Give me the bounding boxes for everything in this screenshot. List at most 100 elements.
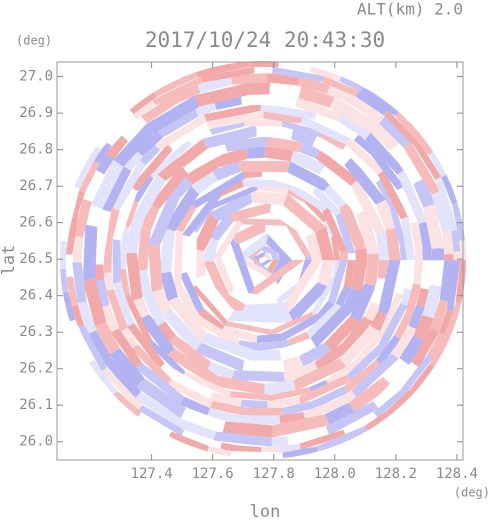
echo-cell <box>262 169 317 193</box>
chart-title: 2017/10/24 20:43:30 <box>145 28 385 52</box>
echo-cell <box>281 120 323 138</box>
echo-cell <box>250 190 288 206</box>
echo-cell <box>306 303 343 339</box>
echo-cell <box>229 451 284 459</box>
echo-cell <box>344 288 363 309</box>
echo-cell <box>347 344 385 381</box>
echo-cell <box>328 260 349 305</box>
echo-cell <box>174 229 183 286</box>
echo-cell <box>264 146 294 162</box>
echo-cell <box>363 301 381 322</box>
echo-cell <box>399 245 407 261</box>
echo-cell <box>101 367 143 411</box>
echo-cell <box>298 374 352 405</box>
echo-cell <box>351 260 368 292</box>
echo-cell <box>267 396 301 409</box>
echo-cell <box>350 179 387 235</box>
echo-cell <box>197 75 233 94</box>
echo-cell <box>451 230 461 252</box>
echo-cell <box>288 282 330 324</box>
echo-cell <box>453 251 461 261</box>
echo-cell <box>455 260 466 306</box>
echo-cell <box>180 407 226 434</box>
echo-cell <box>209 190 253 222</box>
echo-cell <box>400 353 434 395</box>
echo-cell <box>130 143 173 191</box>
echo-cell <box>228 236 255 300</box>
echo-cell <box>371 123 400 151</box>
echo-cell <box>264 380 296 395</box>
echo-cell <box>94 264 105 281</box>
echo-cell <box>136 130 163 157</box>
echo-cell <box>351 353 399 398</box>
echo-cell <box>431 191 452 232</box>
echo-cell <box>191 285 228 326</box>
echo-cell <box>260 339 291 351</box>
echo-cell <box>290 150 327 175</box>
echo-cell <box>179 272 204 314</box>
echo-cell <box>250 260 305 300</box>
echo-cell <box>430 260 445 287</box>
echo-cell <box>438 309 454 335</box>
echo-cell <box>270 202 316 237</box>
echo-cell <box>139 144 161 166</box>
echo-cell <box>271 311 316 336</box>
echo-cell <box>378 303 408 350</box>
echo-cell <box>335 286 352 308</box>
echo-cell <box>459 239 466 261</box>
echo-cell <box>234 232 269 259</box>
echo-cell <box>329 96 380 133</box>
echo-cell <box>347 253 356 261</box>
echo-cell <box>167 296 208 342</box>
echo-cell <box>397 169 428 224</box>
echo-cell <box>135 362 185 405</box>
echo-cell <box>264 250 273 260</box>
echo-cell <box>413 314 435 341</box>
echo-cell <box>394 312 413 340</box>
echo-cell <box>370 149 405 191</box>
echo-cell <box>254 66 273 74</box>
echo-cell <box>287 426 330 446</box>
echo-cell <box>286 219 312 257</box>
echo-cell <box>343 260 356 289</box>
echo-cell <box>121 116 148 142</box>
echo-cell <box>157 108 199 138</box>
echo-cell <box>194 101 217 117</box>
echo-cell <box>413 260 423 285</box>
echo-cell <box>243 407 284 416</box>
echo-cell <box>327 85 354 104</box>
echo-cell <box>240 95 298 107</box>
echo-cell <box>345 138 385 175</box>
echo-cell <box>147 340 186 377</box>
echo-cell <box>226 202 272 222</box>
echo-cell <box>281 313 324 341</box>
echo-cell <box>339 250 349 261</box>
echo-cell <box>420 260 432 290</box>
echo-cell <box>152 76 203 106</box>
y-tick-label: 26.3 <box>19 324 53 340</box>
echo-cell <box>225 321 273 336</box>
echo-cell <box>194 82 250 107</box>
echo-cell <box>238 160 291 173</box>
echo-cell <box>93 142 112 164</box>
y-tick-label: 26.8 <box>19 142 53 158</box>
echo-cell <box>212 160 241 181</box>
echo-cell <box>154 114 207 151</box>
echo-cell <box>175 203 197 232</box>
y-unit: (deg) <box>16 34 52 48</box>
echo-cell <box>95 279 110 308</box>
echo-cell <box>168 335 212 371</box>
echo-cell <box>192 213 219 251</box>
echo-cell <box>261 446 279 454</box>
echo-cell <box>390 142 425 184</box>
echo-cell <box>193 275 234 321</box>
echo-cell <box>229 289 279 306</box>
echo-cell <box>159 227 175 274</box>
echo-cell <box>131 297 150 319</box>
echo-cell <box>348 376 392 414</box>
echo-cell <box>446 260 461 312</box>
echo-cell <box>382 358 410 386</box>
echo-cell <box>243 120 283 127</box>
echo-cell <box>203 103 261 122</box>
echo-cell <box>315 226 335 261</box>
